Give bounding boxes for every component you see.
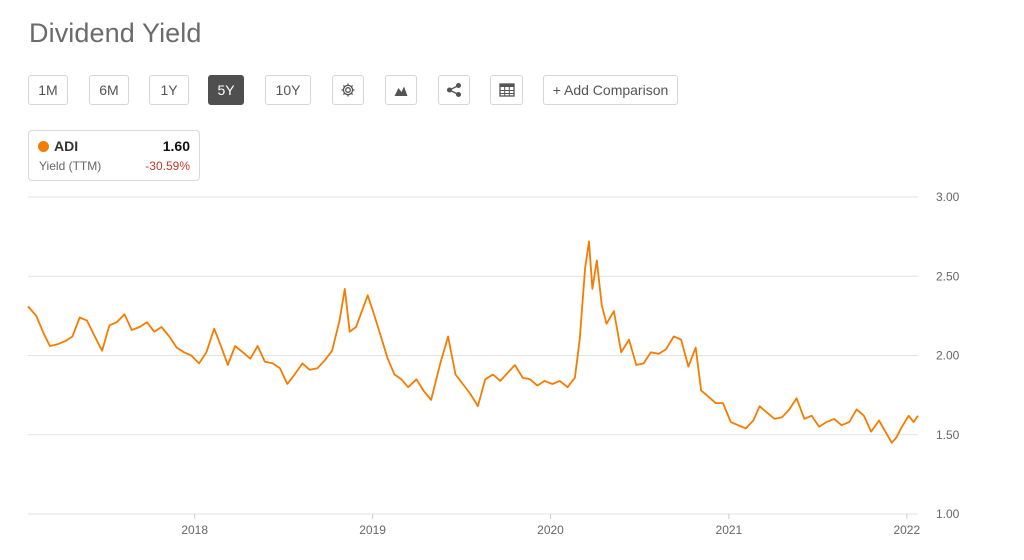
x-tick-label: 2020 [537,523,564,537]
x-tick-label: 2022 [893,523,920,537]
y-tick-label: 1.50 [936,428,960,442]
x-tick-label: 2019 [359,523,386,537]
chart-type-button[interactable] [385,75,417,105]
y-tick-label: 2.50 [936,269,960,283]
series-legend: ADI 1.60 Yield (TTM) -30.59% [28,130,200,181]
x-tick-label: 2018 [181,523,208,537]
y-tick-label: 3.00 [936,190,960,204]
range-button-1y[interactable]: 1Y [149,75,189,105]
share-button[interactable] [438,75,470,105]
page-title: Dividend Yield [29,18,202,48]
x-tick-label: 2021 [716,523,743,537]
y-tick-label: 2.00 [936,349,960,363]
table-view-button[interactable] [490,75,523,105]
area-chart-icon [394,86,408,96]
range-button-6m[interactable]: 6M [89,75,129,105]
settings-button[interactable] [332,75,364,105]
range-button-5y[interactable]: 5Y [208,75,244,105]
range-button-10y[interactable]: 10Y [265,75,311,105]
legend-change: -30.59% [145,159,190,173]
y-tick-label: 1.00 [936,507,960,521]
range-button-1m[interactable]: 1M [28,75,68,105]
legend-value: 1.60 [162,138,190,154]
gear-icon [341,83,355,97]
dividend-yield-chart: 3.00 2.50 2.00 1.50 1.00 2018 2019 2020 2021 2022 [27,190,960,537]
series-line-adi [27,240,919,444]
table-icon [498,83,515,97]
share-icon [446,82,462,98]
add-comparison-button[interactable]: + Add Comparison [543,75,678,105]
legend-metric: Yield (TTM) [39,159,102,173]
legend-ticker: ADI [54,138,79,154]
series-color-dot [38,141,49,152]
